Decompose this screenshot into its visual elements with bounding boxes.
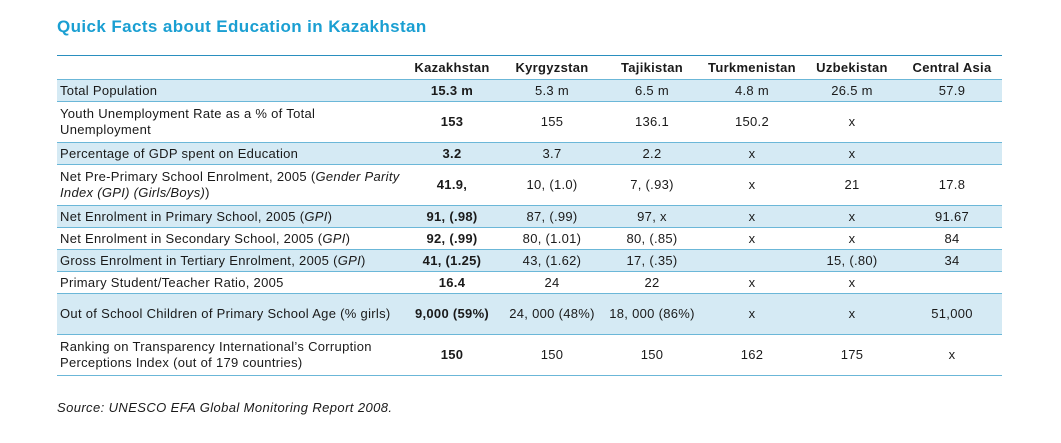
cell-kazakhstan: 9,000 (59%) <box>414 306 490 321</box>
cell-uzbekistan: x <box>848 306 856 321</box>
page-title: Quick Facts about Education in Kazakhsta… <box>57 17 427 36</box>
cell-kyrgyzstan: 87, (.99) <box>526 208 578 224</box>
cell-tajikistan: 2.2 <box>642 145 662 161</box>
table-row: Net Enrolment in Secondary School, 2005 … <box>57 227 1002 250</box>
cell-uzbekistan: 21 <box>844 177 860 192</box>
cell-central-asia: x <box>948 347 956 362</box>
cell-tajikistan: 17, (.35) <box>626 252 678 268</box>
cell-kazakhstan: 153 <box>440 114 464 129</box>
cell-central-asia: 84 <box>944 230 960 246</box>
cell-tajikistan: 22 <box>644 274 660 290</box>
cell-kyrgyzstan: 43, (1.62) <box>522 252 582 268</box>
table-row: Net Enrolment in Primary School, 2005 (G… <box>57 205 1002 228</box>
cell-turkmenistan: x <box>748 177 756 192</box>
cell-tajikistan: 136.1 <box>634 114 670 129</box>
column-header: Central Asia <box>912 60 992 75</box>
cell-kazakhstan: 91, (.98) <box>426 208 478 224</box>
table-row: Primary Student/Teacher Ratio, 2005 16.4… <box>57 271 1002 294</box>
cell-central-asia <box>902 102 1002 143</box>
table-row: Total Population 15.3 m 5.3 m 6.5 m 4.8 … <box>57 79 1002 102</box>
cell-kyrgyzstan: 150 <box>540 347 564 362</box>
cell-kazakhstan: 3.2 <box>442 145 462 161</box>
cell-kyrgyzstan: 3.7 <box>542 145 562 161</box>
table-row: Net Pre-Primary School Enrolment, 2005 (… <box>57 164 1002 206</box>
cell-kyrgyzstan: 24 <box>544 274 560 290</box>
row-label: Net Enrolment in Primary School, 2005 (G… <box>60 208 333 224</box>
cell-kyrgyzstan: 80, (1.01) <box>522 230 582 246</box>
cell-uzbekistan: 175 <box>840 347 864 362</box>
facts-table: Kazakhstan Kyrgyzstan Tajikistan Turkmen… <box>57 55 1002 376</box>
cell-turkmenistan: 150.2 <box>734 114 770 129</box>
cell-kazakhstan: 92, (.99) <box>426 230 478 246</box>
cell-tajikistan: 150 <box>640 347 664 362</box>
table-row: Ranking on Transparency International’s … <box>57 334 1002 376</box>
cell-turkmenistan: x <box>748 208 756 224</box>
cell-central-asia: 34 <box>944 252 960 268</box>
cell-kyrgyzstan: 10, (1.0) <box>526 177 578 192</box>
cell-kazakhstan: 16.4 <box>438 274 466 290</box>
table-row: Gross Enrolment in Tertiary Enrolment, 2… <box>57 249 1002 272</box>
cell-uzbekistan: x <box>848 145 856 161</box>
cell-turkmenistan: x <box>748 274 756 290</box>
cell-turkmenistan: x <box>748 306 756 321</box>
cell-central-asia <box>902 143 1002 165</box>
cell-uzbekistan: x <box>848 114 856 129</box>
cell-tajikistan: 7, (.93) <box>630 177 674 192</box>
cell-uzbekistan: 26.5 m <box>831 82 873 98</box>
cell-central-asia: 51,000 <box>931 306 973 321</box>
row-label: Youth Unemployment Rate as a % of Total … <box>60 106 316 137</box>
column-header: Tajikistan <box>620 60 683 75</box>
row-label: Out of School Children of Primary School… <box>60 306 391 321</box>
source-note: Source: UNESCO EFA Global Monitoring Rep… <box>57 400 393 415</box>
cell-central-asia <box>902 272 1002 294</box>
cell-turkmenistan: 4.8 m <box>734 82 769 98</box>
cell-kazakhstan: 150 <box>440 347 464 362</box>
column-header: Kazakhstan <box>414 60 490 75</box>
facts-table-container: Kazakhstan Kyrgyzstan Tajikistan Turkmen… <box>57 55 1002 376</box>
cell-kazakhstan: 15.3 m <box>430 82 474 98</box>
header-blank <box>57 56 402 80</box>
row-label: Gross Enrolment in Tertiary Enrolment, 2… <box>60 252 366 268</box>
table-row: Percentage of GDP spent on Education 3.2… <box>57 142 1002 165</box>
cell-kazakhstan: 41, (1.25) <box>422 252 482 268</box>
row-label: Percentage of GDP spent on Education <box>60 145 299 161</box>
cell-kazakhstan: 41.9, <box>436 177 468 192</box>
cell-central-asia: 17.8 <box>938 177 966 192</box>
row-label: Total Population <box>60 82 158 98</box>
cell-kyrgyzstan: 5.3 m <box>534 82 569 98</box>
table-row: Youth Unemployment Rate as a % of Total … <box>57 101 1002 143</box>
column-header: Uzbekistan <box>816 60 888 75</box>
row-label: Ranking on Transparency International’s … <box>60 339 372 370</box>
cell-tajikistan: 97, x <box>637 208 667 224</box>
column-header: Turkmenistan <box>708 60 796 75</box>
cell-turkmenistan: x <box>748 230 756 246</box>
row-label: Net Enrolment in Secondary School, 2005 … <box>60 230 351 246</box>
row-label: Net Pre-Primary School Enrolment, 2005 (… <box>60 169 400 200</box>
cell-uzbekistan: x <box>848 208 856 224</box>
cell-turkmenistan: x <box>748 145 756 161</box>
cell-uzbekistan: x <box>848 230 856 246</box>
cell-central-asia: 57.9 <box>938 82 966 98</box>
cell-tajikistan: 6.5 m <box>634 82 669 98</box>
cell-tajikistan: 18, 000 (86%) <box>609 306 695 321</box>
table-header-row: Kazakhstan Kyrgyzstan Tajikistan Turkmen… <box>57 55 1002 80</box>
cell-uzbekistan: 15, (.80) <box>826 252 878 268</box>
cell-turkmenistan: 162 <box>740 347 764 362</box>
column-header: Kyrgyzstan <box>515 60 589 75</box>
cell-tajikistan: 80, (.85) <box>626 230 678 246</box>
cell-kyrgyzstan: 24, 000 (48%) <box>509 306 595 321</box>
table-row: Out of School Children of Primary School… <box>57 293 1002 335</box>
cell-central-asia: 91.67 <box>934 208 970 224</box>
cell-uzbekistan: x <box>848 274 856 290</box>
row-label: Primary Student/Teacher Ratio, 2005 <box>60 274 284 290</box>
cell-turkmenistan <box>702 250 802 272</box>
cell-kyrgyzstan: 155 <box>540 114 564 129</box>
